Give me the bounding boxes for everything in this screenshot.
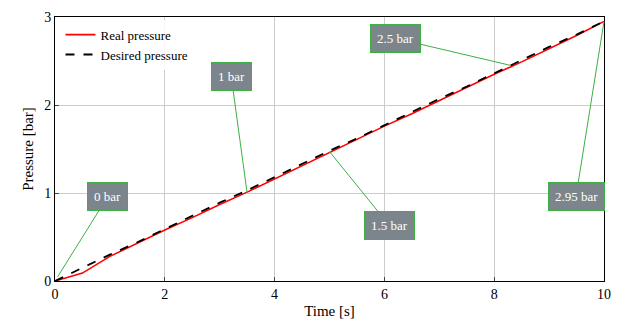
svg-text:0: 0	[52, 287, 59, 302]
svg-text:Time [s]: Time [s]	[304, 303, 355, 319]
svg-text:Pressure [bar]: Pressure [bar]	[20, 107, 36, 191]
svg-text:Desired pressure: Desired pressure	[100, 48, 187, 63]
svg-text:1: 1	[44, 186, 51, 201]
svg-text:3: 3	[44, 10, 51, 25]
svg-text:1 bar: 1 bar	[218, 69, 245, 84]
svg-text:2.5 bar: 2.5 bar	[377, 31, 414, 46]
svg-text:2.95 bar: 2.95 bar	[555, 189, 598, 204]
svg-text:0 bar: 0 bar	[94, 189, 121, 204]
svg-text:1.5 bar: 1.5 bar	[371, 218, 408, 233]
svg-text:2: 2	[161, 287, 168, 302]
svg-text:4: 4	[271, 287, 278, 302]
svg-text:0: 0	[44, 274, 51, 289]
svg-text:10: 10	[597, 287, 611, 302]
svg-text:Real pressure: Real pressure	[100, 28, 171, 43]
svg-text:2: 2	[44, 98, 51, 113]
svg-text:8: 8	[491, 287, 498, 302]
svg-text:6: 6	[381, 287, 388, 302]
